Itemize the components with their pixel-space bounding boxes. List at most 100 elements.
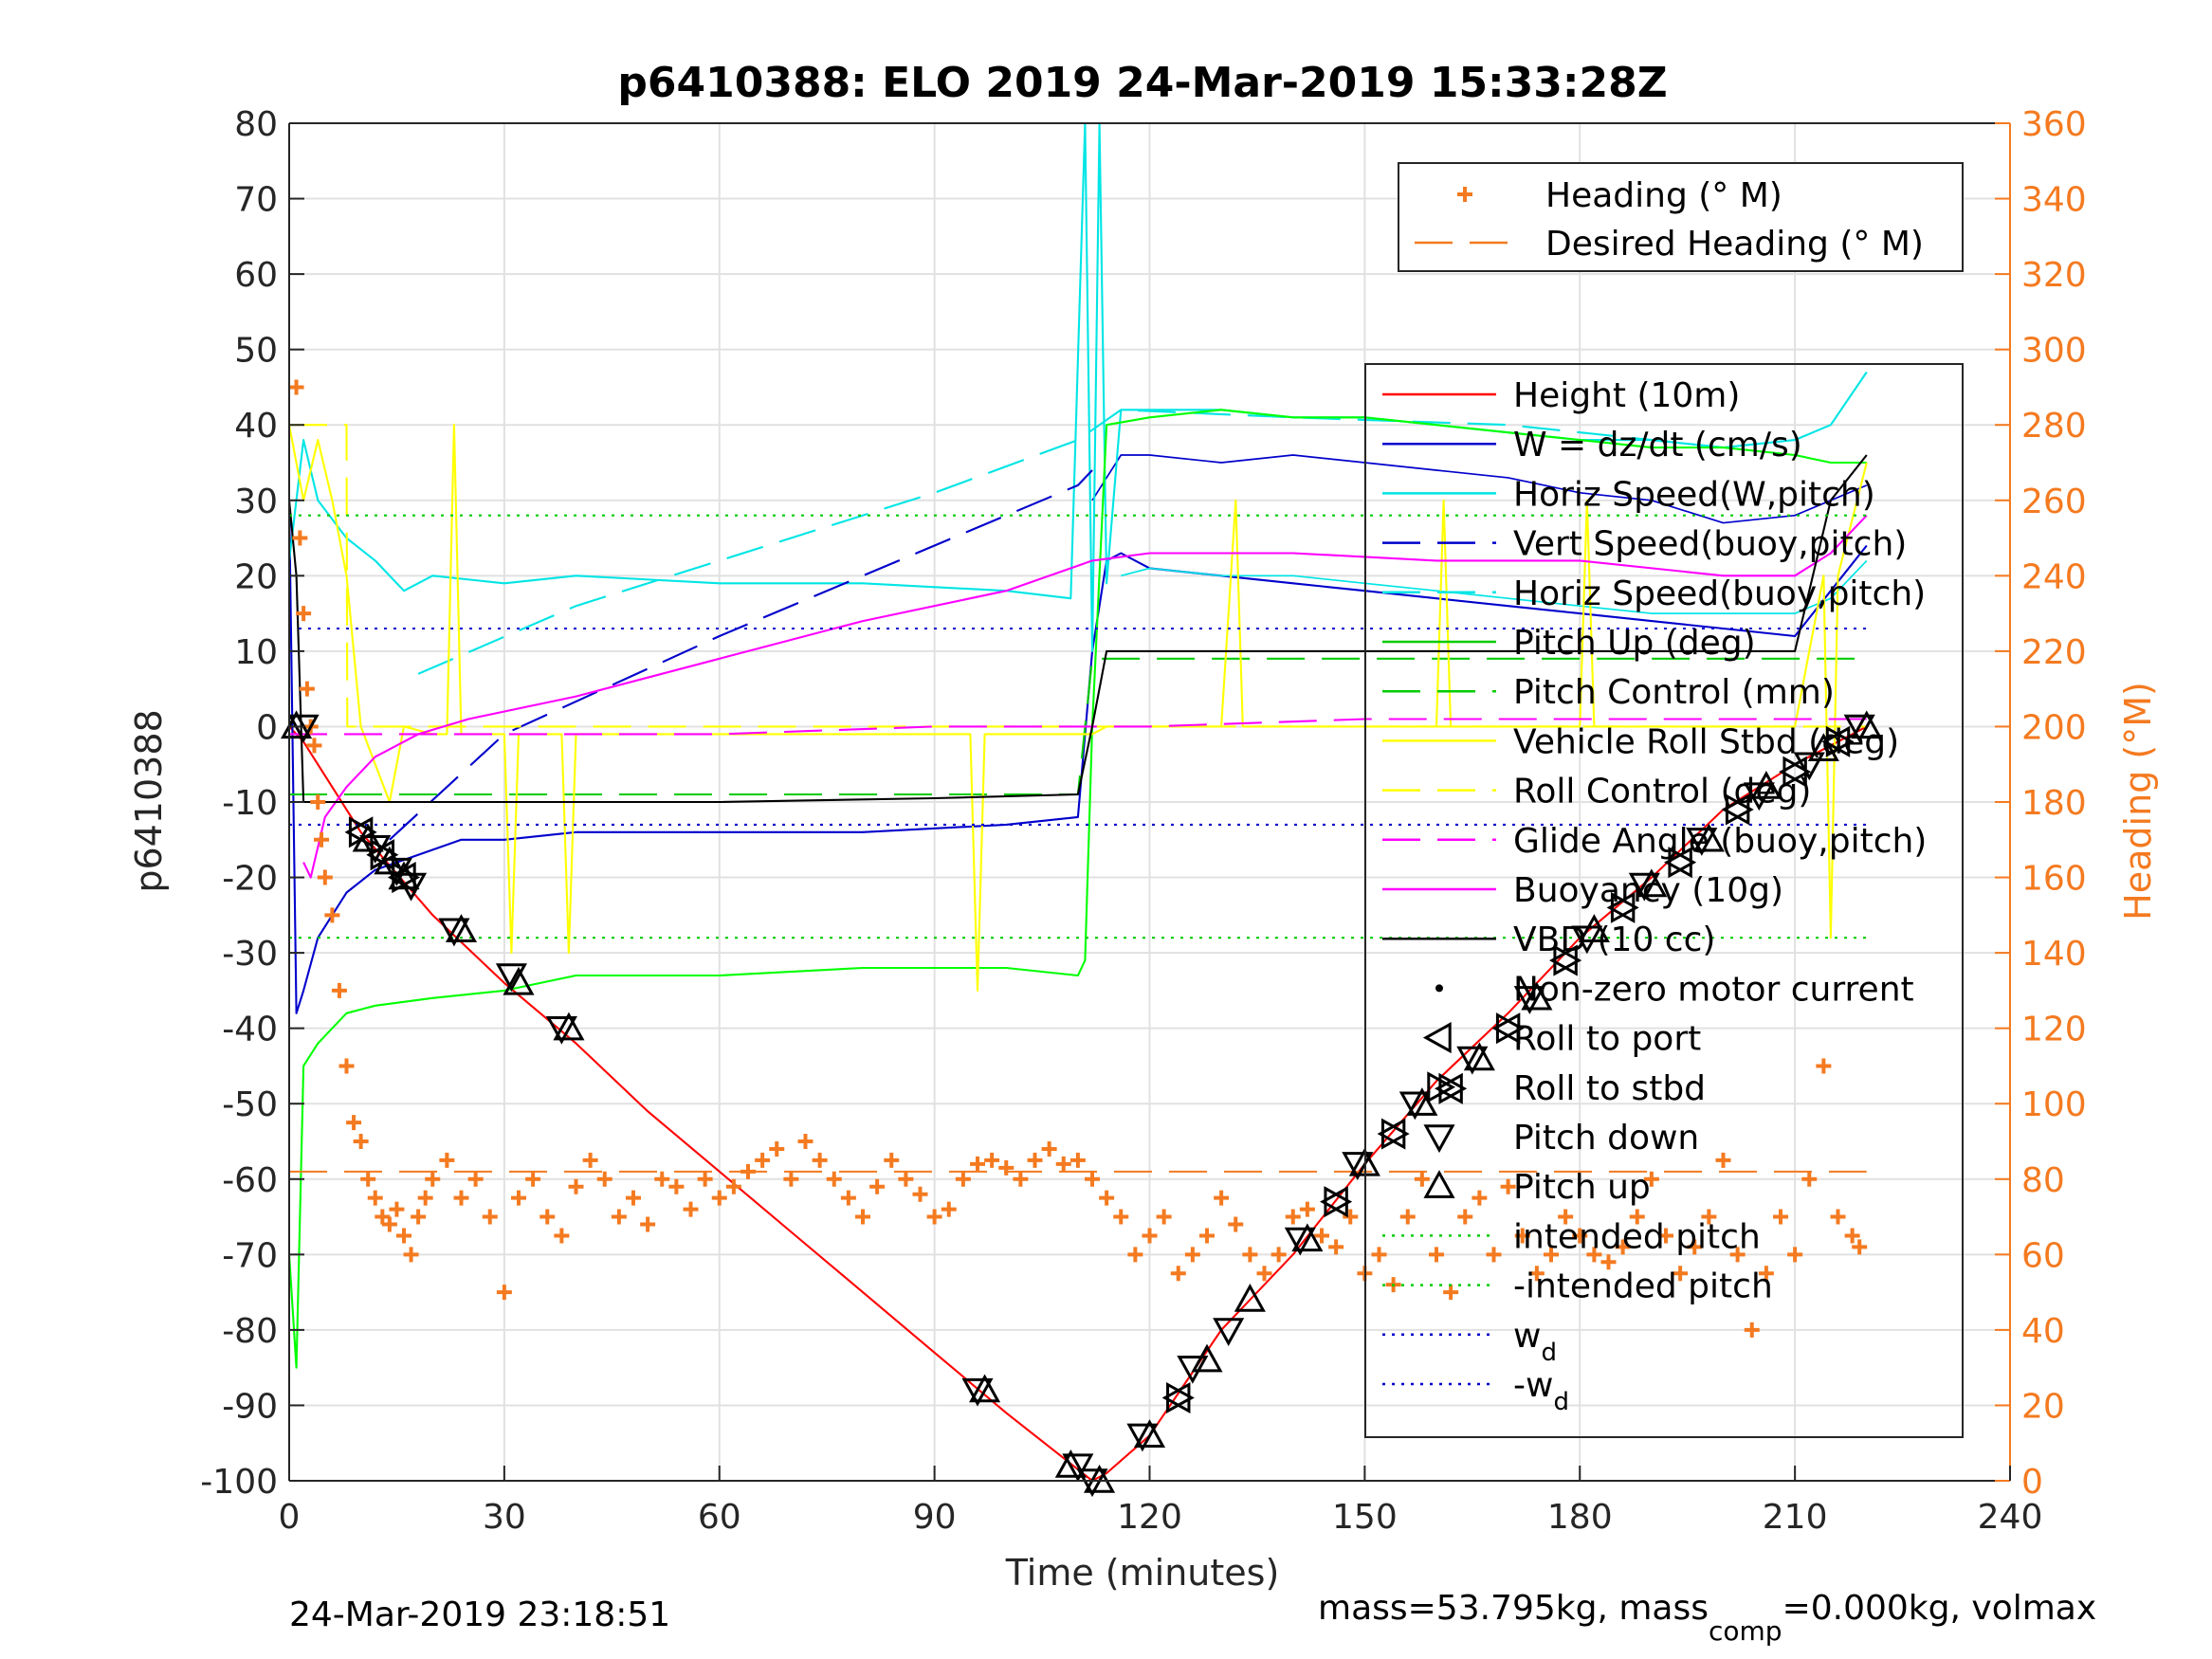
legend-main-label: Pitch up: [1513, 1168, 1651, 1207]
y-tick-label: -10: [222, 784, 278, 823]
legend-main-label-text: Horiz Speed(buoy,pitch): [1513, 574, 1926, 613]
legend-main-label-text: Pitch down: [1513, 1119, 1699, 1158]
y-tick-label: -30: [222, 935, 278, 974]
heading-point: [783, 1171, 799, 1187]
marker-pitch-up: [1851, 710, 1883, 739]
heading-point: [970, 1156, 985, 1172]
y-right-tick-label: 20: [2021, 1387, 2065, 1426]
legend-main-label-text: Vehicle Roll Stbd (deg): [1513, 722, 1899, 761]
legend-sample-marker: [1423, 1124, 1455, 1154]
heading-point: [1787, 1247, 1803, 1263]
legend-main-label-sub: d: [1553, 1388, 1569, 1416]
marker-pitch-up: [969, 1374, 1001, 1403]
y-right-tick-label: 140: [2021, 935, 2087, 974]
heading-point: [1328, 1239, 1344, 1255]
legend-main-label-text: intended pitch: [1513, 1217, 1761, 1256]
y-right-tick-label: 160: [2021, 860, 2087, 899]
heading-point: [668, 1178, 685, 1194]
heading-point: [725, 1178, 741, 1194]
heading-point: [840, 1190, 856, 1206]
heading-point: [1758, 1266, 1774, 1282]
heading-point: [1729, 1247, 1746, 1263]
heading-point: [1027, 1152, 1043, 1168]
legend-main-label-text: -intended pitch: [1513, 1267, 1773, 1306]
heading-point: [403, 1247, 419, 1263]
marker-roll-stbd: [1438, 1072, 1468, 1104]
heading-point: [396, 1228, 411, 1244]
heading-point: [611, 1209, 627, 1225]
legend-main-label-text: Roll Control (deg): [1513, 773, 1811, 811]
heading-point: [1701, 1209, 1717, 1225]
heading-point: [683, 1201, 699, 1217]
marker-roll-stbd: [392, 862, 421, 894]
marker-layer: [281, 710, 1883, 1498]
heading-point: [1801, 1171, 1818, 1187]
heading-point: [1629, 1209, 1645, 1225]
legend-main-label: intended pitch: [1513, 1217, 1761, 1256]
marker-pitch-down: [1284, 1227, 1316, 1256]
heading-point: [855, 1209, 870, 1225]
footer-mass-part2: =0.000kg, volmax: [1782, 1589, 2097, 1628]
x-axis-label: Time (minutes): [1005, 1552, 1280, 1594]
y-right-tick-label: 220: [2021, 633, 2087, 672]
marker-roll-stbd: [1380, 1118, 1410, 1150]
heading-point: [417, 1190, 433, 1206]
y-tick-label: -50: [222, 1085, 278, 1124]
heading-point: [912, 1186, 928, 1202]
y-axis-right-label: Heading (°M): [2117, 682, 2159, 921]
footer-mass-part1: mass=53.795kg, mass: [1318, 1589, 1709, 1628]
marker-pitch-down: [287, 714, 320, 743]
series-vert_speed_buoy: [389, 469, 1093, 841]
legend-main-label: Roll Control (deg): [1513, 773, 1811, 811]
heading-point: [640, 1216, 656, 1232]
heading-point: [1314, 1228, 1329, 1244]
marker-pitch-up: [1636, 868, 1668, 898]
heading-point: [353, 1134, 369, 1149]
heading-point: [1643, 1171, 1659, 1187]
heading-point: [1099, 1190, 1115, 1206]
chart-title: p6410388: ELO 2019 24-Mar-2019 15:33:28Z: [617, 59, 1667, 107]
legend-main-label: VBD (10 cc): [1513, 921, 1715, 959]
legend-main-label-text: Pitch Up (deg): [1513, 624, 1756, 663]
heading-point: [331, 982, 347, 998]
series-vehicle_roll: [289, 424, 1868, 992]
y-right-tick-label: 180: [2021, 784, 2087, 823]
marker-pitch-up: [445, 914, 478, 942]
marker-pitch-up: [1291, 1223, 1324, 1252]
heading-point: [1013, 1171, 1029, 1187]
heading-point: [1399, 1209, 1416, 1225]
y-right-tick-label: 360: [2021, 105, 2087, 144]
marker-pitch-down: [1456, 1046, 1489, 1075]
heading-point: [1816, 1058, 1832, 1074]
marker-pitch-up: [1463, 1042, 1495, 1071]
heading-point: [310, 794, 326, 810]
heading-point: [296, 606, 312, 622]
y-tick-label: 80: [234, 105, 278, 144]
bottom-axis: 0 30 60 90 120 150 180 210 240: [279, 1466, 2042, 1537]
heading-point: [467, 1171, 484, 1187]
heading-point: [1142, 1228, 1158, 1244]
heading-point: [554, 1228, 570, 1244]
legend-main-label-text: Glide Angle (buoy,pitch): [1513, 822, 1927, 861]
marker-pitch-up: [1054, 1449, 1087, 1478]
heading-point: [306, 738, 322, 754]
y-right-tick-label: 340: [2021, 181, 2087, 220]
heading-point: [1687, 1239, 1703, 1255]
legend-main-label: Horiz Speed(buoy,pitch): [1513, 574, 1926, 613]
heading-point: [1514, 1228, 1530, 1244]
series-vbd: [289, 454, 1868, 804]
legend-main-label: Height (10m): [1513, 376, 1740, 415]
y-right-tick-label: 100: [2021, 1085, 2087, 1124]
heading-point: [1500, 1178, 1516, 1194]
heading-point: [1615, 1239, 1631, 1255]
marker-pitch-up: [1807, 733, 1839, 762]
y-right-tick-label: 0: [2021, 1463, 2043, 1502]
heading-point: [1429, 1247, 1444, 1263]
heading-point: [1242, 1247, 1258, 1263]
heading-point: [1085, 1171, 1100, 1187]
heading-point: [346, 1115, 362, 1131]
heading-point: [1041, 1140, 1057, 1157]
y-right-tick-label: 300: [2021, 332, 2087, 371]
x-tick-label: 210: [1763, 1498, 1828, 1537]
heading-point: [955, 1171, 971, 1187]
